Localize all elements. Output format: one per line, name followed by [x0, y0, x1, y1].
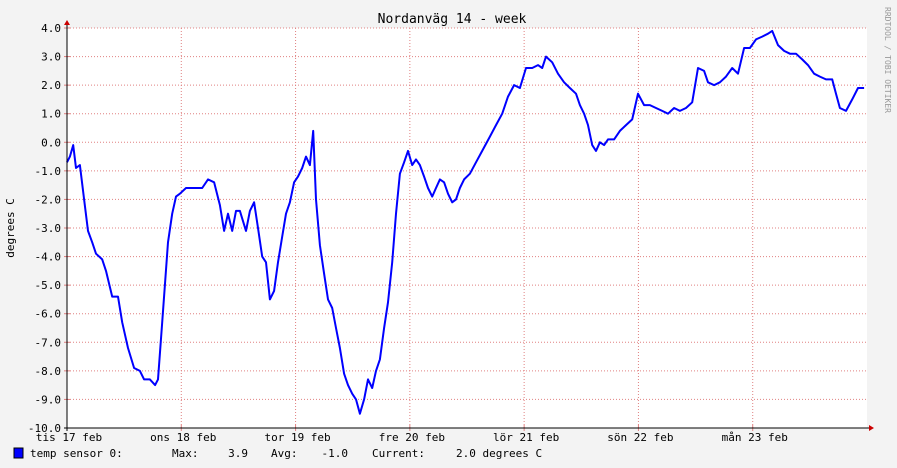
chart-title: Nordanväg 14 - week — [378, 12, 527, 27]
y-tick-label: -6.0 — [35, 308, 62, 321]
x-tick-label: ons 18 feb — [150, 431, 216, 444]
y-tick-label: 4.0 — [41, 22, 61, 35]
legend-current-label: Current: — [372, 447, 425, 460]
y-tick-label: 2.0 — [41, 79, 61, 92]
y-tick-label: 1.0 — [41, 108, 61, 121]
y-tick-label: -10.0 — [28, 422, 61, 435]
y-arrow — [64, 20, 70, 25]
legend-avg: -1.0 — [322, 447, 349, 460]
legend-label: temp sensor 0: — [30, 447, 123, 460]
legend-max-label: Max: — [172, 447, 199, 460]
y-tick-label: -2.0 — [35, 193, 62, 206]
legend-avg-label: Avg: — [271, 447, 298, 460]
y-tick-label: 0.0 — [41, 136, 61, 149]
x-arrow — [869, 425, 874, 431]
x-tick-label: lör 21 feb — [493, 431, 559, 444]
x-tick-label: sön 22 feb — [607, 431, 673, 444]
legend-swatch — [13, 447, 24, 459]
grid: 4.0 3.0 2.0 1.0 0.0 -1.0 -2.0 -3.0 -4.0 -5.0 -6.0 -… — [28, 22, 867, 444]
y-tick-label: -9.0 — [35, 393, 62, 406]
marks — [66, 29, 865, 415]
x-tick-label: tor 19 feb — [264, 431, 330, 444]
legend-max: 3.9 — [228, 447, 248, 460]
watermark: RRDTOOL / TOBI OETIKER — [883, 7, 892, 113]
x-tick-label: mån 23 feb — [722, 431, 788, 444]
data-line — [66, 29, 865, 415]
x-tick-label: tis 17 feb — [36, 431, 102, 444]
y-tick-label: -3.0 — [35, 222, 62, 235]
y-tick-label: 3.0 — [41, 51, 61, 64]
y-tick-label: -4.0 — [35, 251, 62, 264]
y-tick-label: -5.0 — [35, 279, 62, 292]
y-tick-label: -1.0 — [35, 165, 62, 178]
y-tick-label: -7.0 — [35, 336, 62, 349]
y-tick-label: -8.0 — [35, 365, 62, 378]
legend-current: 2.0 degrees C — [456, 447, 542, 460]
y-axis-label: degrees C — [4, 198, 17, 258]
x-tick-label: fre 20 feb — [379, 431, 445, 444]
